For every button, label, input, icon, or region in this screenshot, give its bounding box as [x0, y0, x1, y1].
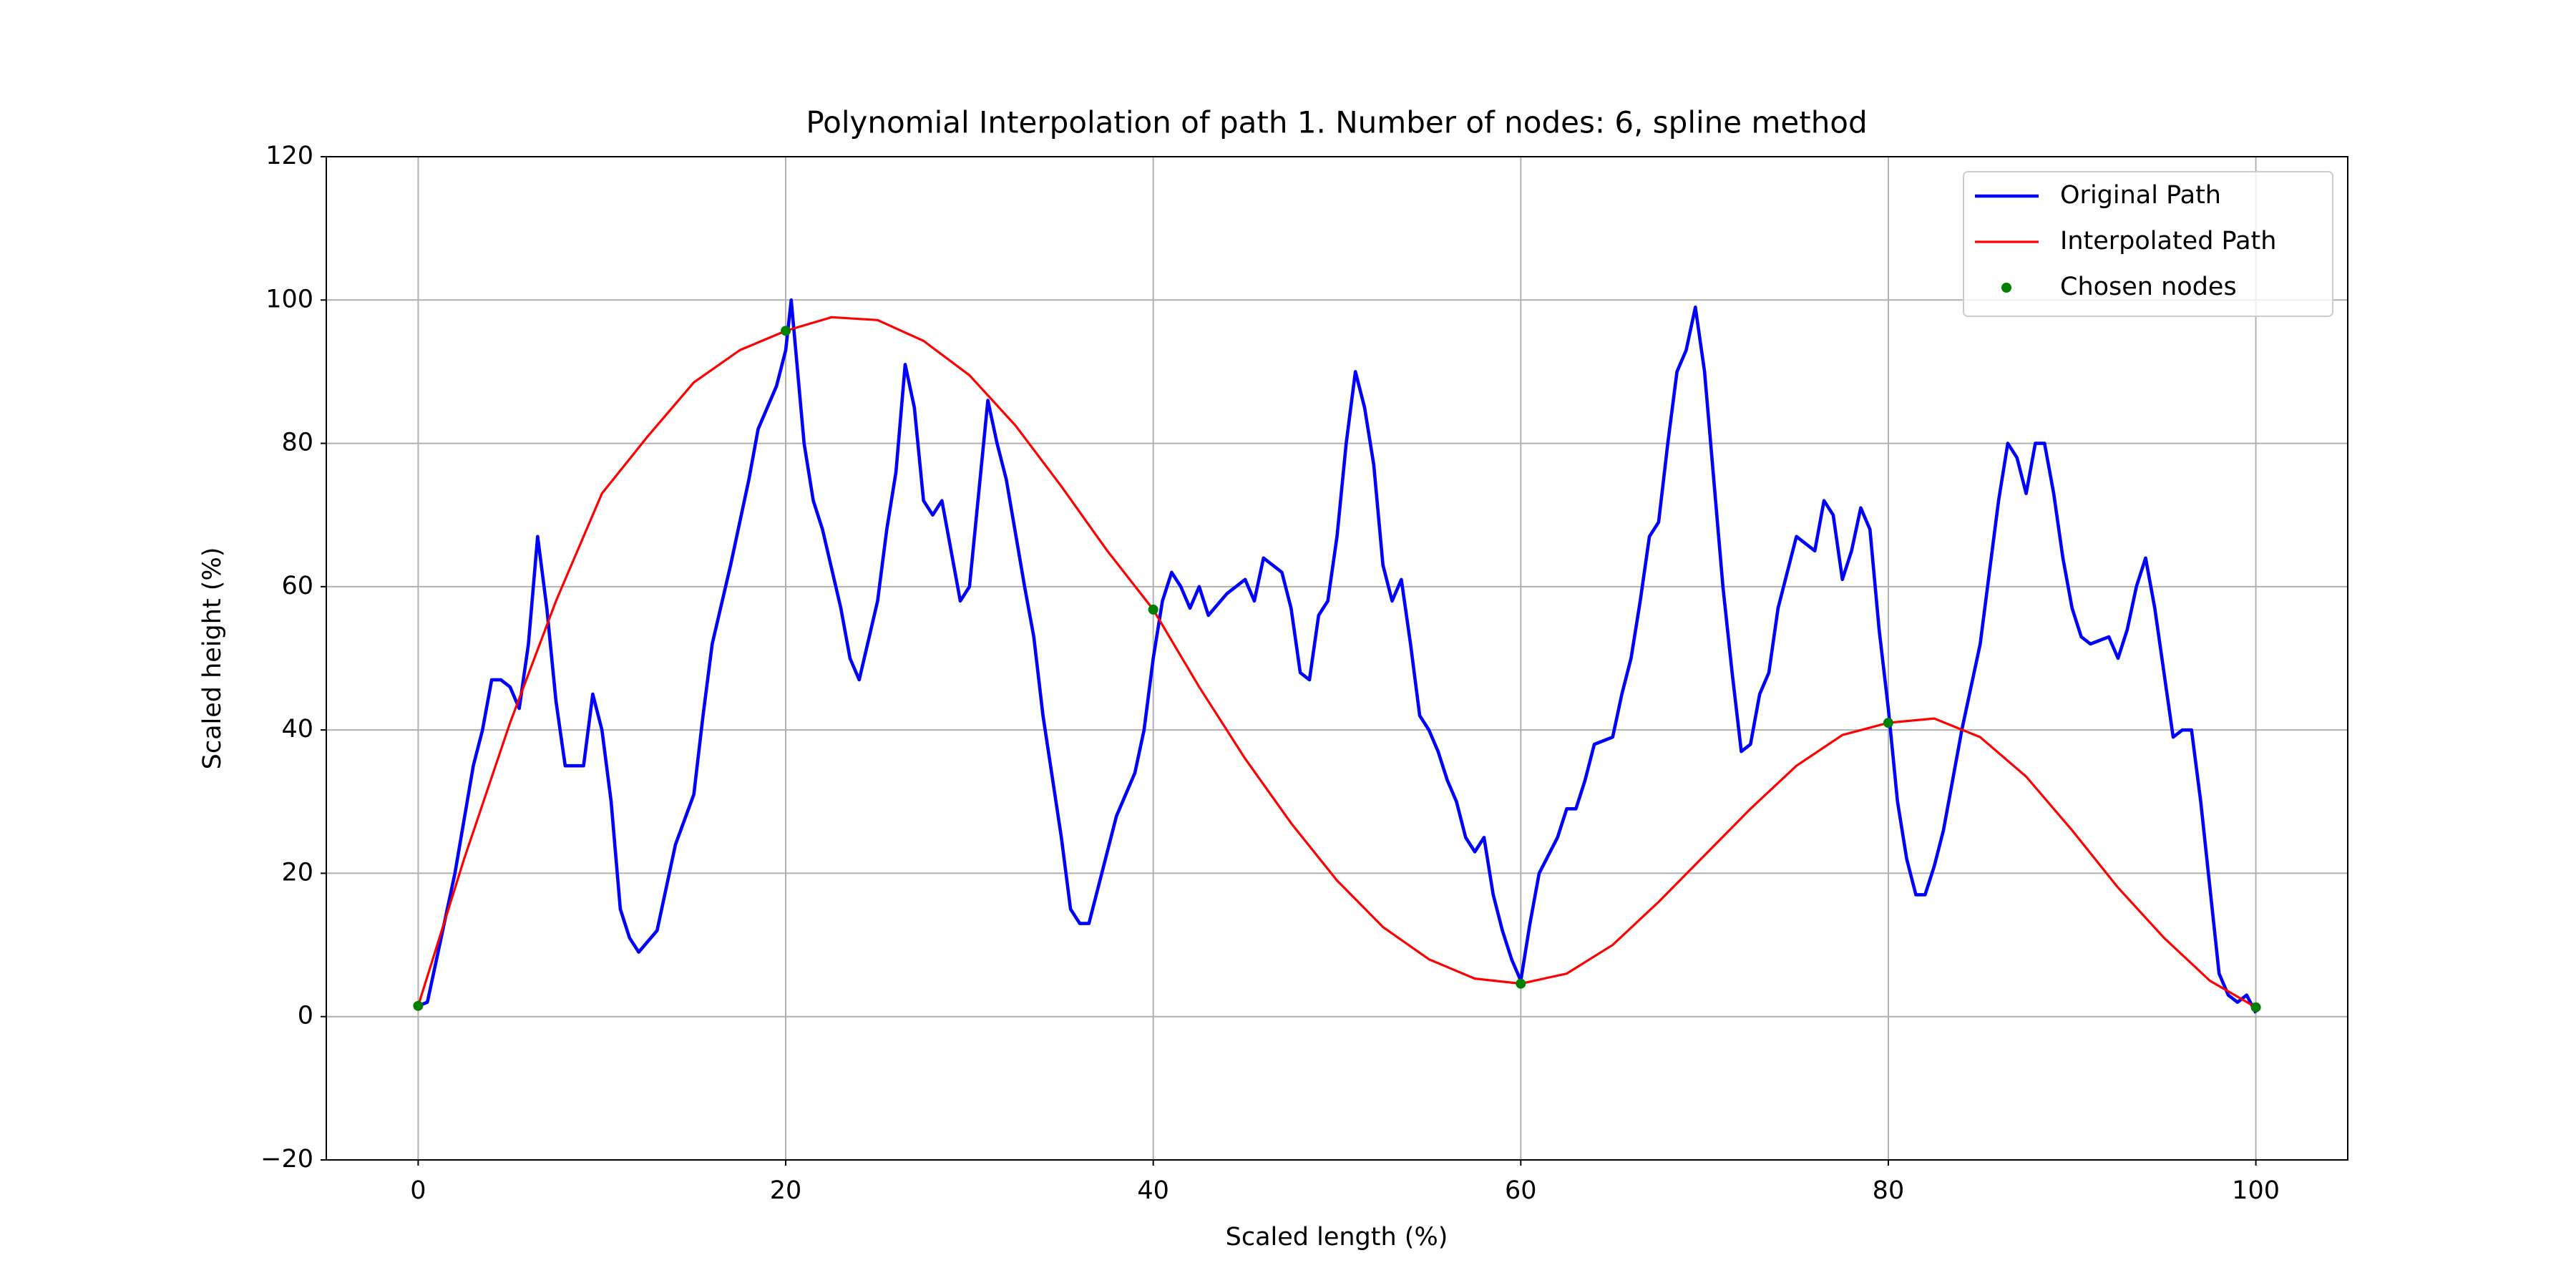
y-tick-label: 120 — [265, 142, 313, 170]
x-tick-label: 80 — [1873, 1176, 1905, 1205]
axes-frame — [326, 156, 2348, 1161]
legend-label: Original Path — [2060, 181, 2221, 210]
x-tick-label: 60 — [1505, 1176, 1537, 1205]
y-tick-label: 20 — [281, 858, 313, 887]
node-point — [1148, 604, 1158, 615]
x-axis-label: Scaled length (%) — [1226, 1223, 1448, 1252]
chart-title: Polynomial Interpolation of path 1. Numb… — [806, 105, 1867, 140]
line-series — [417, 298, 2258, 1014]
y-tick-label: 100 — [265, 285, 313, 313]
node-point — [781, 326, 791, 336]
node-point — [1516, 978, 1526, 989]
node-point — [1883, 718, 1893, 728]
line-series — [416, 316, 2257, 1009]
legend-marker — [2001, 283, 2011, 293]
x-tick-label: 20 — [770, 1176, 802, 1205]
legend-label: Interpolated Path — [2060, 227, 2276, 255]
node-point — [2250, 1002, 2261, 1013]
legend-frame — [1963, 171, 2333, 317]
x-tick-label: 100 — [2232, 1176, 2280, 1205]
y-tick-label: −20 — [260, 1145, 313, 1174]
legend-label: Chosen nodes — [2060, 273, 2237, 301]
node-point — [413, 1000, 424, 1011]
y-tick-label: 0 — [298, 1002, 313, 1030]
x-tick-label: 0 — [410, 1176, 426, 1205]
x-tick-label: 40 — [1137, 1176, 1169, 1205]
y-tick-label: 60 — [281, 572, 313, 600]
y-axis-label: Scaled height (%) — [198, 547, 227, 770]
y-tick-label: 40 — [281, 715, 313, 743]
y-tick-label: 80 — [281, 429, 313, 457]
